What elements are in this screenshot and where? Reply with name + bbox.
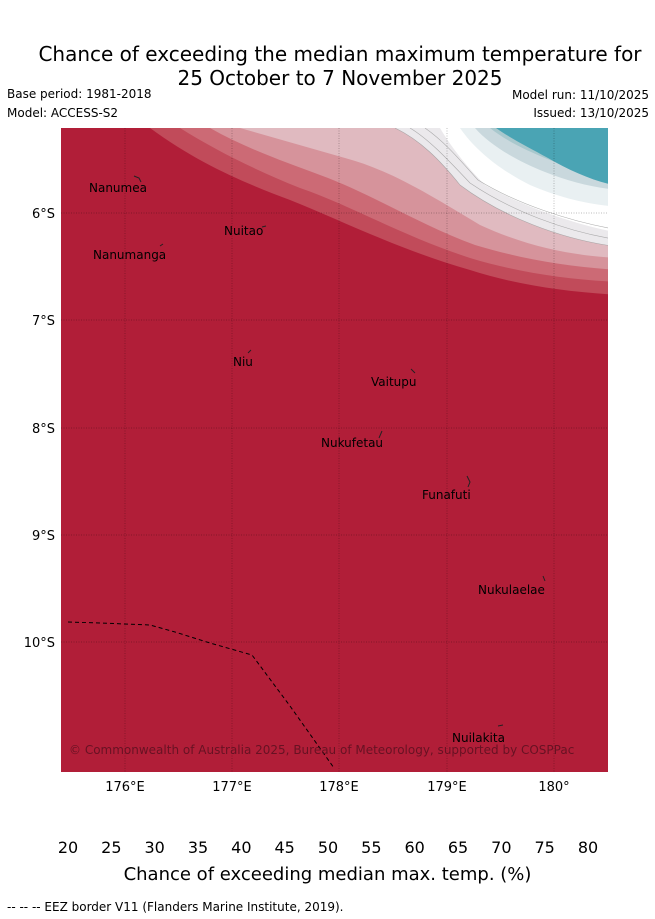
place-label-nukufetau: Nukufetau <box>321 436 383 450</box>
island-nuitao-shape <box>261 225 267 228</box>
issued-date: Issued: 13/10/2025 <box>533 106 649 120</box>
lon-label: 178°E <box>319 780 359 795</box>
latitude-labels: 6°S 7°S 8°S 9°S 10°S <box>24 207 55 651</box>
colorbar-tick-label: 30 <box>144 838 165 857</box>
colorbar-tick-label: 65 <box>447 838 469 857</box>
colorbar-tick-label: 45 <box>274 838 295 857</box>
place-label-nanumea: Nanumea <box>89 181 147 195</box>
island-nanumanga-shape <box>159 243 164 247</box>
lat-label: 6°S <box>32 207 55 222</box>
base-period: Base period: 1981-2018 <box>7 87 152 101</box>
eez-border-legend: -- -- -- EEZ border V11 (Flanders Marine… <box>7 900 344 914</box>
island-niu-shape <box>247 349 252 354</box>
place-label-niu: Niu <box>233 355 253 369</box>
place-label-nukulaelae: Nukulaelae <box>478 583 545 597</box>
model-run: Model run: 11/10/2025 <box>511 88 649 102</box>
lat-label: 10°S <box>24 636 55 651</box>
place-label-nuitao: Nuitao <box>224 224 263 238</box>
place-label-nuilakita: Nuilakita <box>452 731 505 745</box>
colorbar-tick-label: 40 <box>231 838 252 857</box>
model-name: Model: ACCESS-S2 <box>7 106 119 120</box>
lon-label: 177°E <box>212 780 252 795</box>
place-label-nanumanga: Nanumanga <box>93 248 166 262</box>
longitude-labels: 176°E 177°E 178°E 179°E 180° <box>105 780 569 795</box>
lon-label: 176°E <box>105 780 145 795</box>
island-vaitupu-shape <box>410 368 416 374</box>
colorbar-tick-label: 20 <box>57 838 79 857</box>
colorbar-tick-label: 25 <box>101 838 122 857</box>
colorbar-tick-label: 70 <box>491 838 512 857</box>
forecast-map: 6°S 7°S 8°S 9°S 10°S 176°E 177°E 178°E 179°E 180… <box>24 128 608 795</box>
island-nuilakita-shape <box>497 724 504 727</box>
place-labels: Nanumea Nuitao Nanumanga Niu Vaitupu Nuk… <box>89 181 545 745</box>
lat-label: 8°S <box>32 422 55 437</box>
colorbar-tick-label: 80 <box>577 838 599 857</box>
copyright-notice: © Commonwealth of Australia 2025, Bureau… <box>69 743 574 757</box>
eez-border-line <box>67 621 335 769</box>
lat-label: 7°S <box>32 314 55 329</box>
graticule <box>61 128 608 772</box>
colorbar-tick-label: 35 <box>187 838 209 857</box>
chart-title-line-2: 25 October to 7 November 2025 <box>177 66 503 90</box>
lat-label: 9°S <box>32 529 55 544</box>
island-nukulaelae-shape <box>542 575 546 582</box>
colorbar-tick-label: 75 <box>534 838 555 857</box>
chart-title-line-1: Chance of exceeding the median maximum t… <box>38 42 642 66</box>
colorbar-tick-label: 55 <box>361 838 382 857</box>
lon-label: 179°E <box>427 780 467 795</box>
place-label-vaitupu: Vaitupu <box>371 375 417 389</box>
colorbar-tick-label: 60 <box>404 838 425 857</box>
island-funafuti-shape <box>466 475 471 488</box>
place-label-funafuti: Funafuti <box>422 488 471 502</box>
island-nanumea-shape <box>133 175 142 183</box>
lon-label: 180° <box>538 780 569 795</box>
colorbar-title: Chance of exceeding median max. temp. (%… <box>123 864 532 885</box>
field-below-20 <box>496 128 608 184</box>
colorbar-tick-label: 50 <box>317 838 339 857</box>
island-nukufetau-shape <box>378 430 383 439</box>
probability-field <box>61 128 608 772</box>
